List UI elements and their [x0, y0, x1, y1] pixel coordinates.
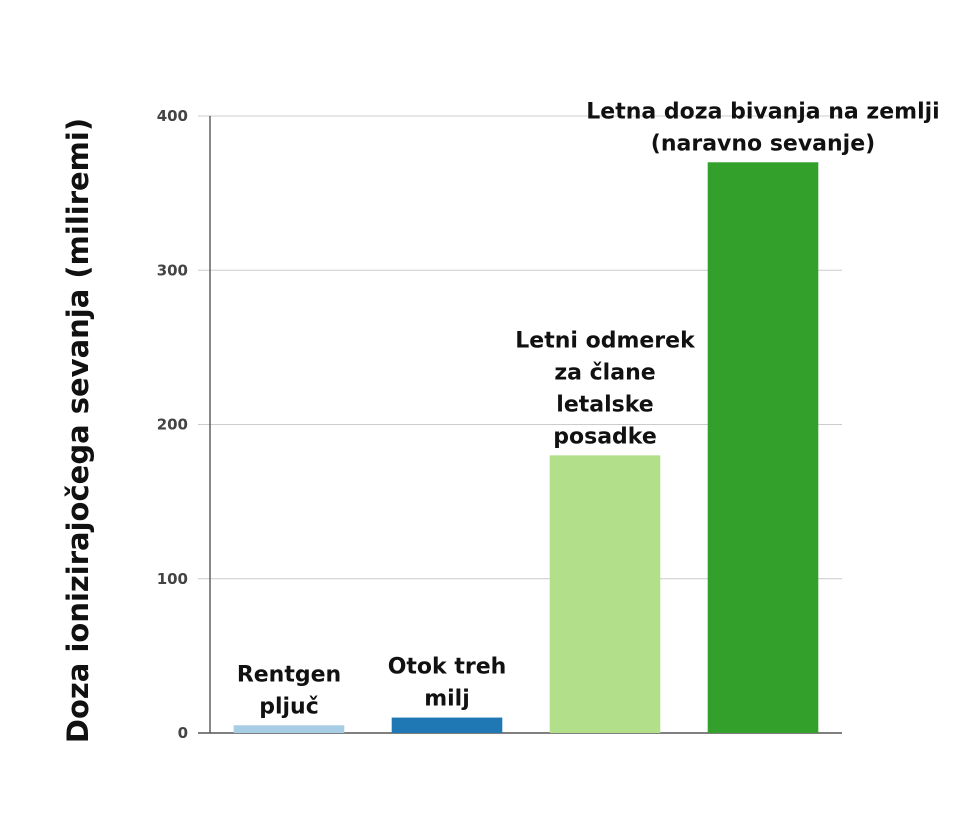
bar-label-3-line-1: Letni odmerek: [515, 328, 696, 353]
bar-label-1-line-2: pljuč: [259, 694, 319, 719]
bar-4: [707, 162, 819, 733]
bar-label-4: Letna doza bivanja na zemlji (naravno sev…: [586, 99, 939, 156]
y-tick-label-2: 200: [157, 416, 188, 434]
bar-label-4-line-2: (naravno sevanje): [651, 131, 875, 156]
bar-label-3-line-4: posadke: [553, 424, 657, 449]
y-tick-label-0: 0: [178, 724, 188, 742]
bar-label-1: Rentgen pljuč: [237, 662, 341, 719]
bar-2: [391, 717, 503, 733]
bar-label-3-line-3: letalske: [556, 392, 653, 417]
data-labels: Rentgen pljuč Otok treh milj Letni odmerek za…: [237, 99, 940, 719]
y-axis-label: Doza ionizirajočega sevanja (miliremi): [61, 118, 95, 743]
bars: [233, 162, 819, 733]
bar-label-3: Letni odmerek za člane letalske posadke: [515, 328, 696, 449]
bar-label-1-line-1: Rentgen: [237, 662, 341, 687]
y-axis-ticks: 0 100 200 300 400: [157, 107, 188, 742]
bar-label-4-line-1: Letna doza bivanja na zemlji: [586, 99, 939, 124]
bar-label-3-line-2: za člane: [554, 360, 655, 385]
bar-1: [233, 725, 345, 733]
y-tick-label-1: 100: [157, 570, 188, 588]
bar-label-2-line-2: milj: [424, 687, 470, 712]
y-tick-label-3: 300: [157, 261, 188, 279]
bar-label-2: Otok treh milj: [388, 655, 507, 712]
bar-3: [549, 455, 661, 733]
y-tick-label-4: 400: [157, 107, 188, 125]
bar-label-2-line-1: Otok treh: [388, 655, 507, 680]
